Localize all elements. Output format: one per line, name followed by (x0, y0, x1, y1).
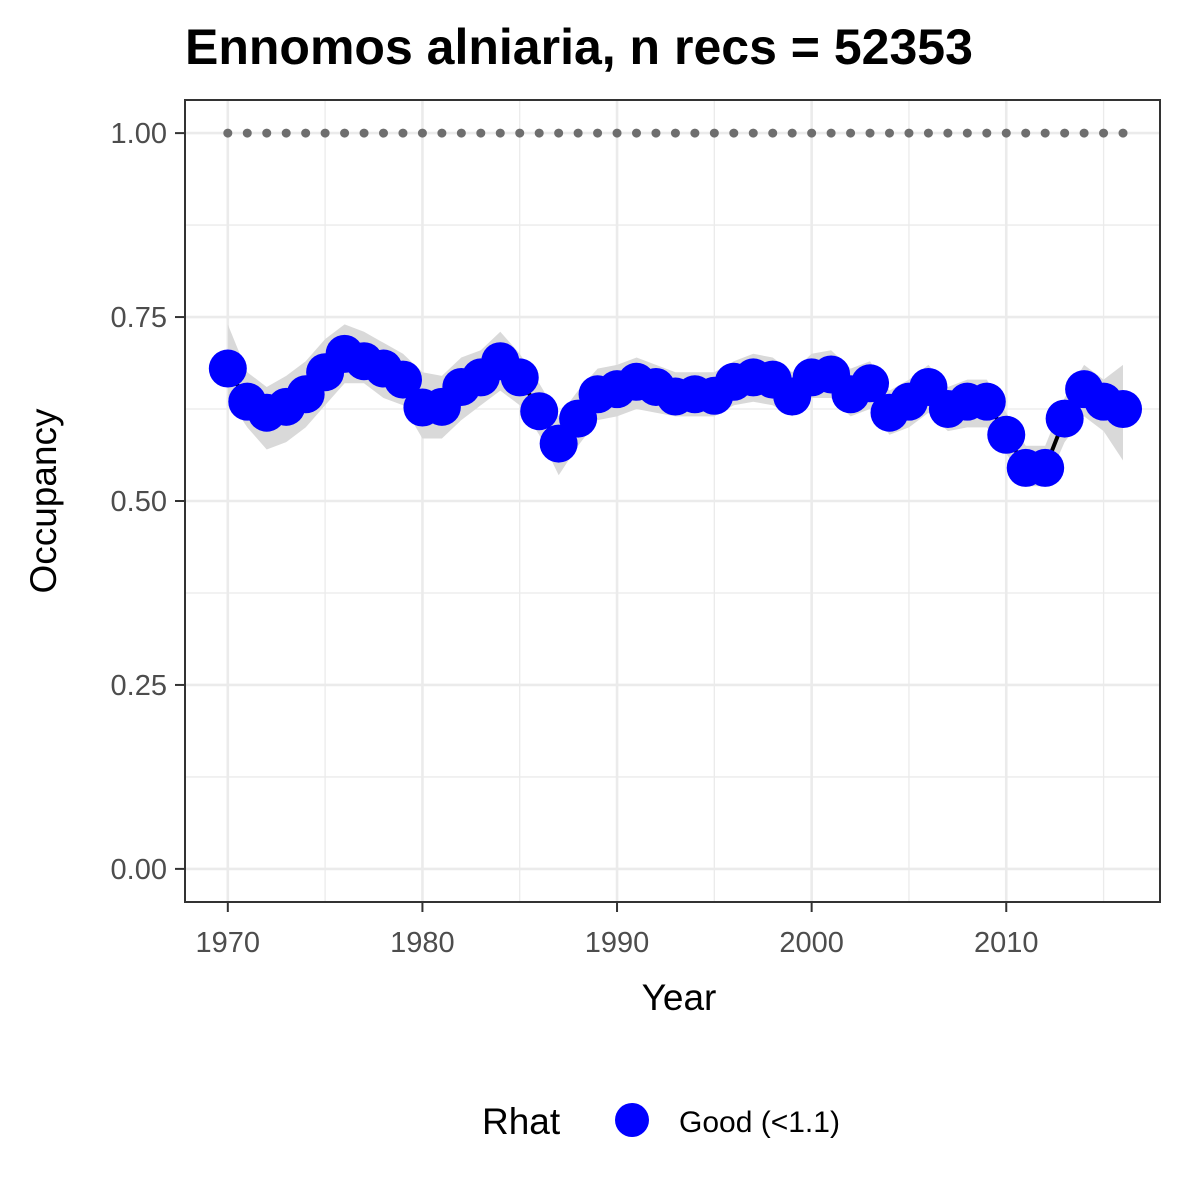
reference-dot (417, 128, 427, 138)
y-tick-label: 0.00 (111, 854, 167, 886)
reference-dot (1060, 128, 1070, 138)
reference-dot (1079, 128, 1089, 138)
reference-dot (612, 128, 622, 138)
y-tick-label: 1.00 (111, 118, 167, 150)
x-tick-label: 1990 (585, 927, 650, 959)
reference-dot (281, 128, 291, 138)
reference-dot (262, 128, 272, 138)
reference-dot (379, 128, 389, 138)
reference-dot (690, 128, 700, 138)
reference-dot (398, 128, 408, 138)
reference-dot (476, 128, 486, 138)
data-point (1045, 399, 1084, 438)
reference-dot (1001, 128, 1011, 138)
y-tick-label: 0.25 (111, 670, 167, 702)
data-point (987, 415, 1026, 454)
data-point (520, 392, 559, 431)
reference-dot (846, 128, 856, 138)
reference-dot (884, 128, 894, 138)
reference-dot (554, 128, 564, 138)
reference-dot (807, 128, 817, 138)
y-tick-label: 0.50 (111, 486, 167, 518)
data-point (851, 364, 890, 403)
reference-dot (320, 128, 330, 138)
reference-dot (301, 128, 311, 138)
reference-dot (729, 128, 739, 138)
reference-dot (768, 128, 778, 138)
reference-dot (923, 128, 933, 138)
data-point (1026, 448, 1065, 487)
reference-dot (982, 128, 992, 138)
legend-label-good: Good (<1.1) (679, 1106, 840, 1139)
reference-dot (904, 128, 914, 138)
reference-dot (515, 128, 525, 138)
axis-layer: 0.00 0.25 0.50 0.75 1.00 1970 1980 1990 2000 2010 (111, 118, 1039, 959)
reference-dot (651, 128, 661, 138)
y-tick-label: 0.75 (111, 302, 167, 334)
reference-dot (495, 128, 505, 138)
y-axis-title: Occupancy (23, 408, 64, 594)
x-tick-label: 1980 (390, 927, 455, 959)
reference-dot (1118, 128, 1128, 138)
data-point (500, 358, 539, 397)
reference-dot (359, 128, 369, 138)
grid-layer (185, 100, 1160, 902)
reference-dot (573, 128, 583, 138)
x-tick-label: 1970 (196, 927, 261, 959)
reference-dot (826, 128, 836, 138)
reference-dot (593, 128, 603, 138)
reference-dot (962, 128, 972, 138)
reference-dot (456, 128, 466, 138)
reference-dot (340, 128, 350, 138)
reference-dot (787, 128, 797, 138)
reference-dot (437, 128, 447, 138)
chart-title: Ennomos alniaria, n recs = 52353 (185, 19, 973, 75)
data-point (967, 382, 1006, 421)
reference-dot (1021, 128, 1031, 138)
x-tick-label: 2010 (974, 927, 1039, 959)
reference-dot (631, 128, 641, 138)
legend-title: Rhat (482, 1101, 561, 1142)
x-axis-title: Year (642, 977, 717, 1018)
reference-dot (534, 128, 544, 138)
reference-dot (1040, 128, 1050, 138)
data-points-layer (208, 334, 1143, 487)
reference-dot (670, 128, 680, 138)
reference-dot (748, 128, 758, 138)
reference-dot (865, 128, 875, 138)
reference-dot (1099, 128, 1109, 138)
legend: Rhat Good (<1.1) (482, 1101, 840, 1142)
reference-dot (242, 128, 252, 138)
reference-dot (709, 128, 719, 138)
data-point (208, 349, 247, 388)
reference-dot (223, 128, 233, 138)
data-point (383, 360, 422, 399)
legend-marker-good (615, 1103, 649, 1137)
reference-dot (943, 128, 953, 138)
reference-line-layer (223, 128, 1128, 138)
data-point (1104, 390, 1143, 429)
x-tick-label: 2000 (779, 927, 844, 959)
